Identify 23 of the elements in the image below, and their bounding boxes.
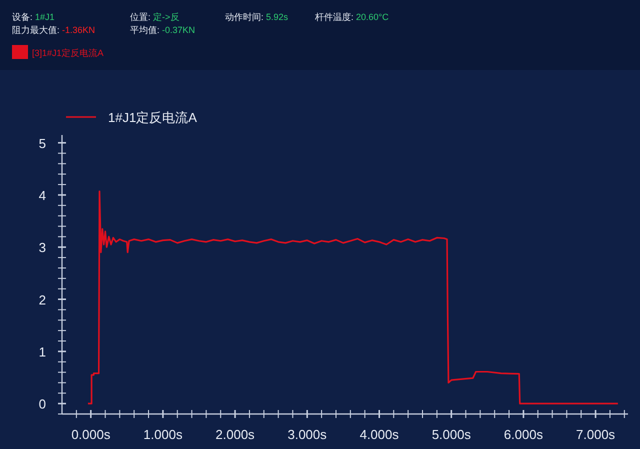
x-tick-label: 6.000s [504,427,544,442]
x-tick-label: 7.000s [576,427,616,442]
y-tick-label: 4 [38,188,46,203]
x-tick-label: 4.000s [360,427,400,442]
y-tick-label: 2 [38,292,46,308]
text: 动作时间: 5.92s [225,12,289,22]
y-tick-label: 3 [38,240,46,256]
text: 杆件温度: 20.60°C [314,12,390,22]
x-tick-label: 3.000s [288,427,328,442]
text: [3]1#J1定反电流A [32,48,104,58]
text: 位置: 定->反 [130,12,180,22]
y-tick-label: 0 [38,396,46,412]
x-tick-label: 0.000s [71,427,111,442]
text: 设备: 1#J1 [12,12,55,22]
y-tick-label: 1 [38,344,46,360]
line-series [87,190,619,404]
x-tick-label: 1.000s [143,427,183,442]
x-tick-label: 5.000s [432,427,472,442]
text: 阻力最大值: -1.36KN [12,25,96,35]
text: 平均值: -0.37KN [130,25,196,35]
legend-label: 1#J1定反电流A [108,110,198,125]
y-tick-label: 5 [38,136,46,151]
x-tick-label: 2.000s [216,427,256,442]
